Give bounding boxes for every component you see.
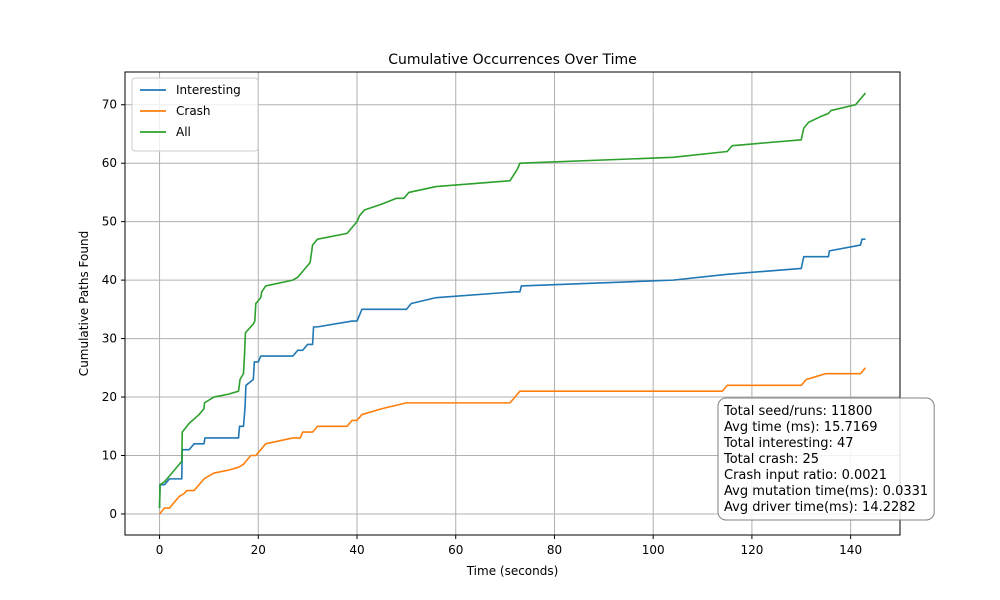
x-tick-label: 60	[448, 543, 463, 557]
chart-legend: Interesting Crash All	[131, 77, 259, 152]
stats-line: Total interesting: 47	[723, 436, 854, 451]
y-tick-label: 20	[102, 390, 117, 404]
x-tick-label: 20	[251, 543, 266, 557]
series-line-crash	[158, 367, 867, 515]
stats-box-frame	[717, 397, 935, 521]
series-layer	[158, 92, 867, 515]
legend-label: Interesting	[176, 83, 241, 97]
x-axis-label: Time (seconds)	[466, 564, 559, 578]
stats-line: Avg mutation time(ms): 0.0331	[724, 484, 928, 499]
chart-title: Cumulative Occurrences Over Time	[388, 52, 637, 68]
y-tick-label: 0	[109, 507, 117, 521]
x-tick-label: 120	[740, 543, 763, 557]
x-tick-label: 100	[642, 543, 665, 557]
plot-frame	[124, 71, 901, 536]
legend-label: All	[176, 125, 191, 139]
series-line-all	[158, 92, 867, 509]
y-tick-label: 50	[102, 215, 117, 229]
x-tick-label: 140	[839, 543, 862, 557]
y-tick-label: 30	[102, 332, 117, 346]
y-tick-label: 70	[102, 98, 117, 112]
legend-label: Crash	[176, 104, 211, 118]
stats-line: Avg time (ms): 15.7169	[724, 420, 878, 435]
x-tick-label: 0	[156, 543, 164, 557]
y-axis-label: Cumulative Paths Found	[77, 231, 91, 376]
x-tick-label: 80	[547, 543, 562, 557]
x-tick-label: 40	[349, 543, 364, 557]
stats-line: Crash input ratio: 0.0021	[724, 468, 887, 483]
y-tick-label: 10	[102, 448, 117, 462]
y-axis-ticks: 0 10 20 30 40 50 60 70	[102, 98, 125, 521]
stats-line: Total seed/runs: 11800	[723, 404, 872, 419]
y-tick-label: 60	[102, 156, 117, 170]
stats-line: Total crash: 25	[723, 452, 819, 467]
y-tick-label: 40	[102, 273, 117, 287]
stats-line: Avg driver time(ms): 14.2282	[724, 500, 916, 515]
x-axis-ticks: 0 20 40 60 80 100 120 140	[156, 535, 862, 557]
series-line-interesting	[158, 238, 866, 509]
